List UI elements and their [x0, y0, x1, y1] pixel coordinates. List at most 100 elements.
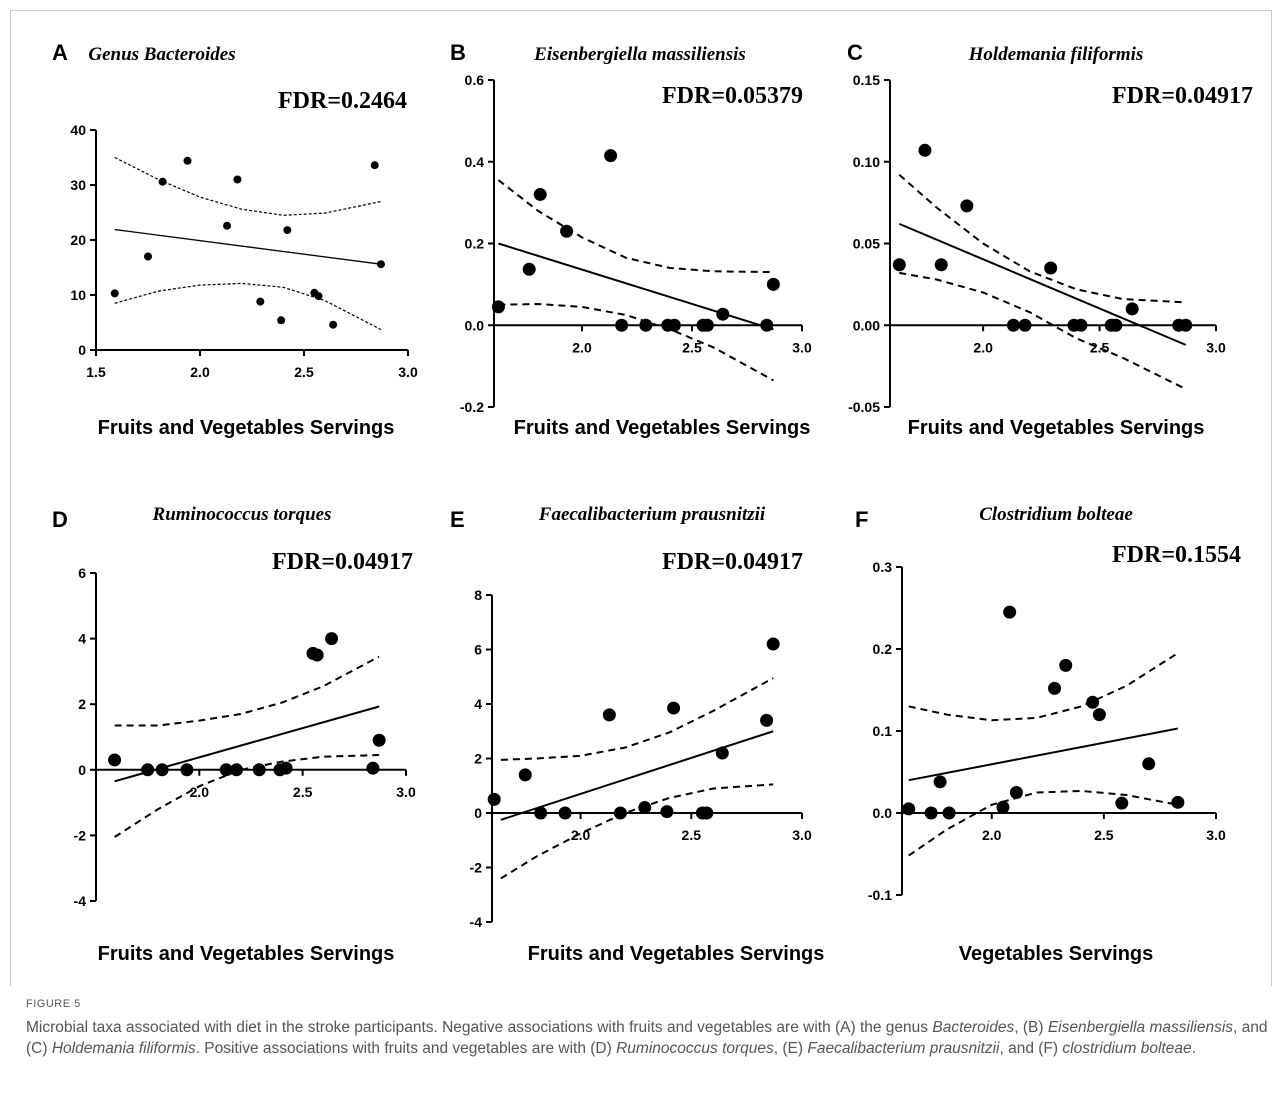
data-point [256, 297, 265, 306]
y-tick-label: 0.4 [465, 154, 485, 170]
panel-title: Eisenbergiella massiliensis [533, 44, 746, 65]
regression-line [898, 222, 1187, 346]
data-point [613, 806, 627, 820]
x-tick-label: 2.0 [190, 784, 210, 800]
fdr-label: FDR=0.04917 [272, 549, 413, 575]
y-tick-label: 6 [78, 565, 86, 581]
caption-text-run: , (B) [1014, 1019, 1048, 1036]
data-point [110, 289, 119, 298]
data-point [329, 320, 338, 329]
y-tick-label: 8 [474, 587, 482, 603]
upper-confidence-band [497, 179, 774, 274]
y-tick-label: -2 [470, 860, 483, 876]
x-tick-label: 2.0 [572, 339, 592, 355]
x-tick-label: 2.5 [682, 339, 702, 355]
data-point [518, 768, 532, 782]
regression-line [114, 228, 382, 265]
data-point [660, 805, 674, 819]
lower-confidence-band [114, 754, 380, 838]
x-tick-label: 3.0 [1206, 339, 1226, 355]
data-point [325, 632, 339, 646]
data-point [1018, 318, 1032, 332]
x-tick-label: 2.5 [294, 364, 314, 380]
y-tick-label: 0.6 [465, 72, 485, 88]
upper-confidence-band [114, 655, 380, 727]
data-point [924, 806, 938, 820]
y-tick-label: 4 [474, 696, 482, 712]
y-tick-label: 0.0 [465, 317, 485, 333]
data-point [667, 701, 681, 715]
figure-panels: A Genus BacteroidesFDR=0.24640102030401.5… [52, 40, 1253, 965]
data-point [700, 806, 714, 820]
data-point [310, 648, 324, 662]
y-tick-label: 0.00 [853, 317, 880, 333]
x-tick-label: 3.0 [396, 784, 416, 800]
regression-line [908, 727, 1179, 782]
caption-taxon-name: Ruminococcus torques [616, 1040, 774, 1057]
panel-letter: B [450, 40, 466, 65]
y-tick-label: 0 [474, 805, 482, 821]
y-tick-label: -2 [74, 827, 87, 843]
data-point [604, 149, 618, 163]
caption-text-run: , (E) [773, 1040, 808, 1057]
panel-title: Genus Bacteroides [88, 44, 235, 65]
data-point [918, 143, 932, 157]
data-point [230, 763, 244, 777]
caption-text-run: , and (F) [999, 1040, 1063, 1057]
caption-text-run: Microbial taxa associated with diet in t… [26, 1019, 933, 1036]
figure-caption-text: Microbial taxa associated with diet in t… [26, 1017, 1276, 1059]
y-tick-label: 0.2 [873, 641, 893, 657]
data-point [1125, 302, 1139, 316]
data-point [1142, 757, 1156, 771]
data-point [141, 763, 155, 777]
data-point [1048, 681, 1062, 695]
data-point [715, 746, 729, 760]
x-tick-label: 3.0 [792, 339, 812, 355]
y-tick-label: 4 [78, 631, 86, 647]
caption-taxon-name: Faecalibacterium prausnitzii [807, 1040, 1000, 1057]
y-tick-label: 2 [474, 751, 482, 767]
figure-caption: FIGURE 5 Microbial taxa associated with … [26, 998, 1276, 1059]
y-tick-label: -4 [470, 914, 483, 930]
data-point [1086, 695, 1100, 709]
data-point [1115, 796, 1129, 810]
panel-title: Clostridium bolteae [979, 504, 1133, 525]
x-axis-label: Vegetables Servings [959, 943, 1154, 965]
x-axis-label: Fruits and Vegetables Servings [98, 943, 395, 965]
upper-confidence-band [908, 652, 1179, 722]
y-tick-label: 0.3 [873, 559, 893, 575]
data-point [1006, 318, 1020, 332]
data-point [144, 252, 152, 261]
data-point [1074, 318, 1088, 332]
caption-taxon-name: clostridium bolteae [1062, 1040, 1192, 1057]
y-tick-label: 0.15 [853, 72, 880, 88]
data-point [700, 318, 714, 332]
y-tick-label: 0 [78, 762, 86, 778]
upper-confidence-band [500, 677, 774, 761]
data-point [376, 260, 385, 269]
panel-f: F Clostridium bolteae FDR=0.1554 -0.1 0.0 0.1… [855, 504, 1241, 965]
panel-letter: D [52, 507, 68, 532]
data-point [158, 177, 167, 186]
x-axis-label: Fruits and Vegetables Servings [514, 417, 811, 439]
data-point [155, 763, 169, 777]
panel-title: Ruminococcus torques [152, 504, 332, 525]
data-point [1003, 605, 1017, 619]
lower-confidence-band [908, 789, 1179, 857]
lower-confidence-band [498, 302, 774, 382]
x-tick-label: 2.5 [682, 827, 702, 843]
x-axis-label: Fruits and Vegetables Servings [908, 417, 1205, 439]
x-tick-label: 2.5 [1094, 827, 1114, 843]
data-point [252, 763, 266, 777]
data-point [219, 763, 233, 777]
x-axis-label: Fruits and Vegetables Servings [98, 417, 395, 439]
x-tick-label: 2.5 [1090, 339, 1110, 355]
regression-line [500, 730, 774, 821]
data-point [960, 199, 974, 213]
data-point [487, 792, 501, 806]
y-tick-label: 6 [474, 642, 482, 658]
data-point [491, 300, 505, 314]
caption-text-run: . Positive associations with fruits and … [195, 1040, 617, 1057]
y-tick-label: 10 [70, 287, 86, 303]
data-point [1109, 318, 1123, 332]
